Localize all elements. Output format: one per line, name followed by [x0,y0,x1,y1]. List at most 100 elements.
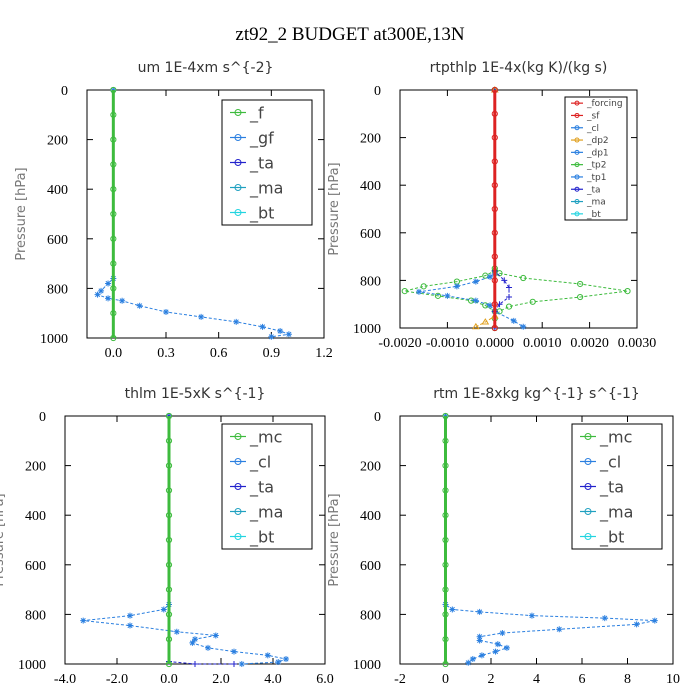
y-tick-label: 200 [25,460,46,475]
data-point [80,617,87,624]
series-line [418,90,524,328]
legend-swatch-marker [234,159,242,166]
data-point [528,612,535,619]
data-point [189,639,196,646]
series-cl [80,413,289,667]
data-point [94,291,101,298]
data-point [401,288,408,295]
x-tick-label: 0.0010 [523,336,562,351]
data-point [472,297,479,304]
data-point [192,661,198,667]
series-mc [442,412,449,668]
legend-swatch-marker [584,508,592,515]
data-point [442,636,449,643]
legend: _mc _cl _ta _ma _bt [571,423,663,550]
data-point [231,661,237,667]
data-point [127,622,133,629]
data-point [442,487,449,494]
legend-swatch-marker [574,112,580,118]
x-tick-label: 2.0 [212,672,230,687]
legend: _f _gf _ta _ma _bt [221,99,313,226]
legend-entry: _sf [586,111,600,121]
data-point [119,297,126,304]
x-tick-label: -2.0 [106,672,128,687]
legend-entry: _dp2 [586,136,609,146]
data-point [110,235,117,242]
legend-entry: _bt [599,528,624,548]
data-point [110,161,117,168]
y-tick-label: 0 [61,84,68,99]
data-point [212,632,219,639]
data-point [442,611,449,618]
data-point [487,273,494,280]
legend-swatch-marker [234,533,242,540]
legend-swatch-marker [574,186,580,192]
legend-box [564,96,628,221]
legend-swatch-marker [584,433,592,440]
data-point [556,626,563,633]
data-point [529,298,536,305]
legend-entry: _forcing [586,99,623,109]
data-point [173,628,180,635]
y-axis-label: Pressure [hPa] [14,167,29,260]
data-point [110,334,117,342]
x-tick-label: 10 [666,672,680,687]
data-point [491,229,498,236]
y-tick-label: 400 [25,509,46,524]
y-axis-label: Pressure [hPa] [327,162,342,255]
x-tick-label: -4.0 [54,672,76,687]
data-point [233,318,240,325]
data-point [442,437,449,444]
legend-swatch-marker [574,211,580,217]
plot-frame [399,89,638,329]
y-tick-label: 1000 [18,658,46,673]
legend-entry: _dp1 [586,148,609,158]
x-tick-label: 2 [488,672,495,687]
y-tick-label: 200 [360,132,381,147]
data-point [501,277,508,284]
data-point [165,611,173,618]
data-point [624,288,631,295]
series-tp1 [415,87,527,330]
data-point [442,512,449,519]
legend-swatch-marker [234,209,242,216]
data-point [491,86,498,94]
series-line [404,90,496,328]
x-tick-label: 0.0030 [618,336,657,351]
data-point [491,205,498,213]
data-point [469,656,476,663]
legend-swatch-marker [234,433,242,440]
data-point [127,612,133,619]
legend-swatch-marker [574,162,580,168]
data-point [633,621,640,628]
chart-panel-3: thlm 1E-5xK s^{-1} -4.0 -2.0 0.0 2.0 4.0 6.0 0 2… [0,386,334,687]
data-point [110,136,117,143]
y-tick-label: 800 [25,608,46,623]
panel-title: rtm 1E-8xkg kg^{-1} s^{-1} [433,386,640,402]
y-tick-label: 800 [47,282,68,297]
data-point [165,636,173,643]
legend-swatch-marker [234,184,242,191]
data-point [503,644,510,651]
data-point [442,660,449,668]
legend-swatch-marker [234,483,242,490]
legend-swatch-marker [234,458,242,465]
legend: _mc _cl _ta _ma _bt [221,423,313,550]
data-point [577,280,584,288]
data-point [192,636,198,643]
series-mc [165,412,173,668]
x-tick-label: 0 [442,672,449,687]
data-point [471,322,480,330]
y-tick-label: 1000 [40,332,68,347]
data-point [110,260,117,267]
data-point [110,310,117,317]
legend-swatch-marker [574,174,580,180]
panel-title: um 1E-4xm s^{-2} [138,60,274,76]
data-point [420,283,427,290]
x-tick-label: 1.2 [315,346,333,361]
data-point [98,287,105,294]
data-point [259,323,266,330]
legend-entry: _cl [599,453,621,473]
data-point [510,317,517,324]
legend-entry: _gf [249,129,274,149]
